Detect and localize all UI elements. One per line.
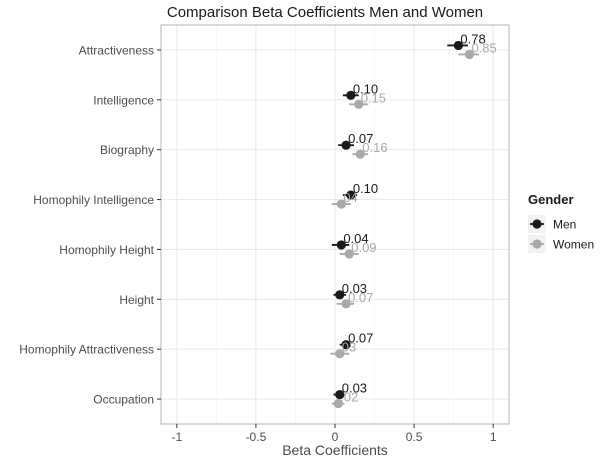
data-label: 0.09 (351, 240, 376, 255)
data-label: 0.03 (342, 281, 367, 296)
y-tick-label: Biography (100, 143, 154, 157)
data-point (354, 99, 364, 109)
x-tick-label: -1 (171, 430, 182, 444)
data-label: 0.04 (343, 231, 368, 246)
x-tick-label: -0.5 (246, 430, 267, 444)
data-point (341, 140, 351, 150)
data-label: 0.85 (471, 40, 496, 55)
legend-items: Men Women (528, 215, 594, 253)
x-tick-label: 0.5 (406, 430, 423, 444)
y-tick-label: Homophily Attractiveness (19, 343, 154, 357)
y-tick-label: Intelligence (93, 93, 154, 107)
chart-title: Comparison Beta Coefficients Men and Wom… (167, 4, 483, 21)
legend-key-point (532, 219, 542, 229)
data-label: 0.10 (353, 81, 378, 96)
y-tick-label: Attractiveness (79, 43, 154, 57)
data-point (344, 249, 354, 259)
x-axis-label: Beta Coefficients (282, 442, 388, 458)
y-axis: Attractiveness Intelligence Biography Homop… (19, 43, 161, 407)
data-label: 0.07 (348, 290, 373, 305)
data-point (335, 290, 345, 300)
data-point (346, 90, 356, 100)
data-point (335, 349, 345, 359)
x-tick-label: 0 (332, 430, 339, 444)
data-point (453, 40, 463, 51)
data-label: 04 (343, 190, 357, 205)
data-label: .02 (340, 390, 358, 405)
data-label: 0.16 (362, 140, 387, 155)
data-point (335, 389, 345, 400)
data-point (346, 190, 356, 200)
data-label: 0.07 (348, 331, 373, 346)
y-tick-label: Homophily Height (59, 243, 154, 257)
x-axis: -1 -0.5 0 0.5 1 (171, 424, 497, 444)
data-label: 0.03 (342, 381, 367, 396)
data-label: 0.78 (460, 31, 485, 46)
data-point (341, 299, 351, 309)
data-label: 0.15 (361, 90, 386, 105)
data-point (355, 149, 365, 159)
data-point (464, 49, 475, 60)
data-label: 03 (342, 340, 356, 355)
legend-key-point (532, 239, 542, 249)
legend-label: Men (553, 218, 576, 232)
legend-label: Women (553, 238, 594, 252)
x-tick-label: 1 (490, 430, 497, 444)
data-point (341, 340, 351, 350)
legend: Gender Men Women (528, 192, 594, 253)
data-point (336, 240, 346, 250)
y-tick-label: Occupation (93, 393, 154, 407)
data-labels: 0.780.100.070.100.040.030.070.030.850.15… (340, 31, 497, 404)
y-tick-label: Height (119, 293, 154, 307)
data-point (336, 199, 346, 209)
data-label: 0.10 (353, 181, 378, 196)
legend-title: Gender (528, 192, 574, 207)
grid (161, 25, 509, 424)
data-label: 0.07 (348, 131, 373, 146)
y-tick-label: Homophily Intelligence (33, 193, 154, 207)
data-points (333, 40, 475, 409)
data-point (333, 398, 343, 409)
